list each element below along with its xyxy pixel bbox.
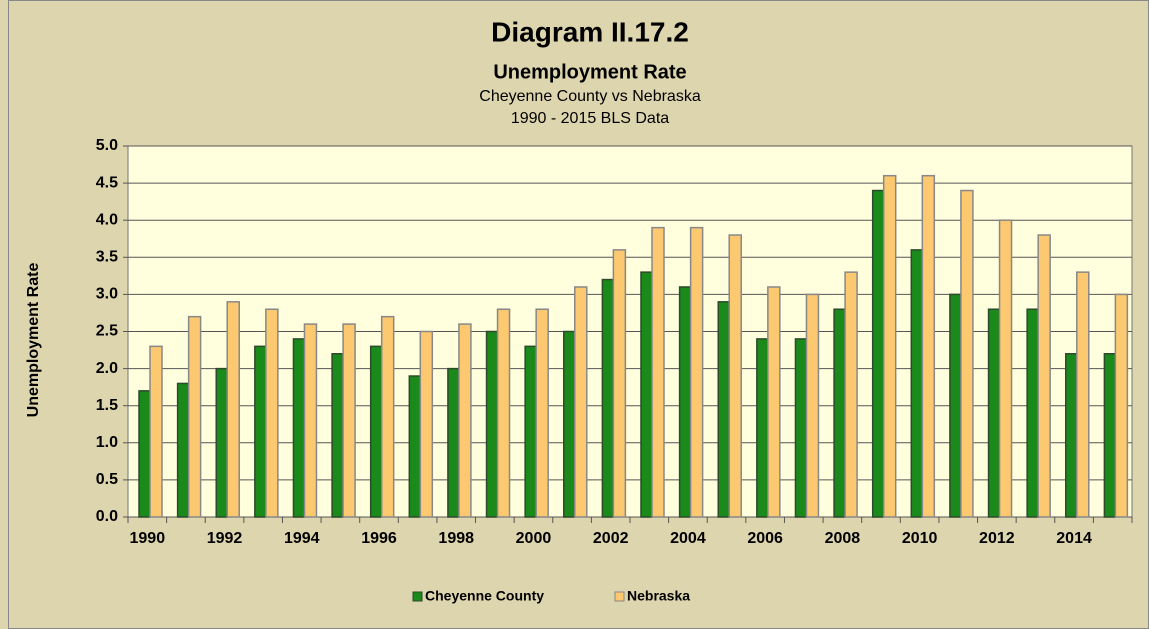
bar xyxy=(149,345,163,518)
bar xyxy=(226,301,240,518)
bar xyxy=(485,330,499,518)
bar xyxy=(767,286,781,518)
bar xyxy=(1114,293,1129,518)
bar xyxy=(342,323,356,518)
bar xyxy=(524,345,537,518)
bar xyxy=(187,315,202,518)
x-tick-label: 2006 xyxy=(747,530,783,547)
bar xyxy=(844,271,858,518)
y-tick-label: 0.5 xyxy=(96,471,118,488)
y-tick-label: 4.0 xyxy=(96,211,118,228)
bar xyxy=(535,308,549,518)
bar xyxy=(921,174,936,518)
y-tick-label: 4.5 xyxy=(96,174,118,191)
y-tick-label: 1.5 xyxy=(96,397,118,414)
legend-swatch xyxy=(614,591,625,602)
bar xyxy=(331,353,344,518)
legend-swatch xyxy=(412,591,423,602)
chart-subtitle: 1990 - 2015 BLS Data xyxy=(511,110,669,127)
x-tick-label: 2000 xyxy=(516,530,552,547)
bar xyxy=(496,308,511,518)
bar xyxy=(408,375,422,518)
y-tick-label: 2.5 xyxy=(96,323,118,340)
bar xyxy=(794,338,808,518)
legend-label: Nebraska xyxy=(627,588,690,604)
bar xyxy=(574,286,588,518)
bar xyxy=(254,345,267,518)
x-tick-label: 1996 xyxy=(361,530,397,547)
bar xyxy=(265,308,279,518)
chart-subtitle: Unemployment Rate xyxy=(493,61,686,83)
bar xyxy=(138,390,151,518)
bar xyxy=(910,249,924,518)
bar xyxy=(833,308,846,518)
bar xyxy=(292,338,306,518)
bar xyxy=(369,345,383,518)
chart-subtitle: Cheyenne County vs Nebraska xyxy=(479,88,701,105)
bar xyxy=(678,286,692,518)
bar xyxy=(640,271,653,518)
legend-label: Cheyenne County xyxy=(425,588,544,604)
x-tick-label: 2012 xyxy=(979,530,1015,547)
x-tick-label: 2014 xyxy=(1056,530,1092,547)
bar xyxy=(612,249,627,518)
x-tick-label: 2008 xyxy=(825,530,861,547)
bar xyxy=(458,323,472,518)
bar xyxy=(303,323,318,518)
x-tick-label: 2010 xyxy=(902,530,938,547)
bar xyxy=(563,330,576,518)
bar xyxy=(176,382,190,518)
y-tick-label: 0.0 xyxy=(96,508,118,525)
bar xyxy=(960,189,974,518)
x-tick-label: 1994 xyxy=(284,530,320,547)
y-tick-label: 3.5 xyxy=(96,249,118,266)
bar xyxy=(1026,308,1039,518)
x-tick-label: 2002 xyxy=(593,530,629,547)
chart-title: Diagram II.17.2 xyxy=(491,16,689,47)
bar xyxy=(689,226,704,518)
x-tick-label: 1992 xyxy=(207,530,243,547)
bar xyxy=(987,308,1001,518)
bar xyxy=(419,330,434,518)
bar xyxy=(651,226,665,518)
bar xyxy=(1037,234,1051,518)
bar xyxy=(998,219,1013,518)
y-tick-label: 1.0 xyxy=(96,434,118,451)
y-axis-label: Unemployment Rate xyxy=(25,263,42,418)
bar xyxy=(728,234,742,518)
bar xyxy=(1065,353,1078,518)
x-tick-label: 1998 xyxy=(438,530,474,547)
bar xyxy=(215,367,228,518)
bar xyxy=(601,278,615,518)
x-tick-label: 1990 xyxy=(130,530,166,547)
x-tick-label: 2004 xyxy=(670,530,706,547)
bar xyxy=(717,301,730,518)
y-tick-label: 2.0 xyxy=(96,360,118,377)
bar xyxy=(805,293,820,518)
y-tick-label: 5.0 xyxy=(96,137,118,154)
bar xyxy=(447,367,460,518)
bar xyxy=(1103,353,1117,518)
bar xyxy=(871,189,885,518)
bar xyxy=(949,293,962,518)
bar xyxy=(756,338,769,518)
bar xyxy=(882,174,897,518)
y-tick-label: 3.0 xyxy=(96,286,118,303)
bar xyxy=(380,315,395,518)
bar xyxy=(1076,271,1090,518)
